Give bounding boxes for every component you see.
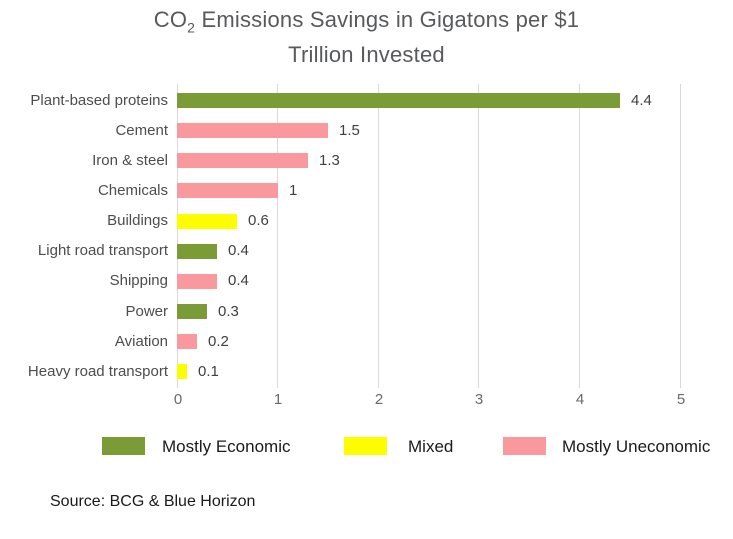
x-tick-label: 4 xyxy=(575,391,585,408)
value-label: 0.6 xyxy=(248,212,269,229)
value-label: 0.4 xyxy=(228,242,249,259)
bar-uneconomic xyxy=(177,334,197,349)
value-label: 1 xyxy=(289,182,298,199)
x-tick-label: 1 xyxy=(273,391,283,408)
x-tick-label: 2 xyxy=(374,391,384,408)
chart-title: CO2 Emissions Savings in Gigatons per $1… xyxy=(0,6,733,69)
category-label: Light road transport xyxy=(37,242,168,259)
category-label: Cement xyxy=(115,122,168,139)
bar-economic xyxy=(177,93,620,108)
legend-swatch-economic xyxy=(102,437,145,455)
gridline-x0 xyxy=(177,84,178,388)
category-label: Heavy road transport xyxy=(27,363,168,380)
category-label: Aviation xyxy=(114,333,168,350)
gridline-x3 xyxy=(478,84,479,388)
source-note: Source: BCG & Blue Horizon xyxy=(50,493,256,510)
bar-mixed xyxy=(177,214,237,229)
category-label: Buildings xyxy=(107,212,168,229)
bar-uneconomic xyxy=(177,183,278,198)
bar-uneconomic xyxy=(177,274,217,289)
x-tick-label: 3 xyxy=(474,391,484,408)
category-label: Plant-based proteins xyxy=(30,92,168,109)
value-label: 1.3 xyxy=(319,152,340,169)
legend-swatch-mixed xyxy=(344,437,387,455)
x-tick-label: 0 xyxy=(173,391,183,408)
gridline-x5 xyxy=(680,84,681,388)
legend-label-economic: Mostly Economic xyxy=(162,437,291,456)
category-label: Chemicals xyxy=(97,182,168,199)
value-label: 0.3 xyxy=(218,303,239,320)
legend-swatch-uneconomic xyxy=(503,437,546,455)
chart-title-line1: CO2 Emissions Savings in Gigatons per $1 xyxy=(153,7,580,36)
bar-uneconomic xyxy=(177,153,308,168)
legend-label-uneconomic: Mostly Uneconomic xyxy=(562,437,711,456)
value-label: 1.5 xyxy=(339,122,360,139)
value-label: 0.2 xyxy=(208,333,229,350)
category-label: Iron & steel xyxy=(92,152,168,169)
bar-economic xyxy=(177,304,207,319)
gridline-x4 xyxy=(579,84,580,388)
bar-mixed xyxy=(177,364,187,379)
category-label: Shipping xyxy=(109,272,168,289)
bar-economic xyxy=(177,244,217,259)
value-label: 4.4 xyxy=(631,92,652,109)
value-label: 0.4 xyxy=(228,272,249,289)
category-label: Power xyxy=(125,303,168,320)
co2-subscript: 2 xyxy=(187,19,196,36)
gridline-x2 xyxy=(378,84,379,388)
value-label: 0.1 xyxy=(198,363,219,380)
gridline-x1 xyxy=(277,84,278,388)
chart-title-line2: Trillion Invested xyxy=(288,42,445,68)
legend-label-mixed: Mixed xyxy=(408,437,454,456)
bar-uneconomic xyxy=(177,123,328,138)
x-tick-label: 5 xyxy=(676,391,686,408)
